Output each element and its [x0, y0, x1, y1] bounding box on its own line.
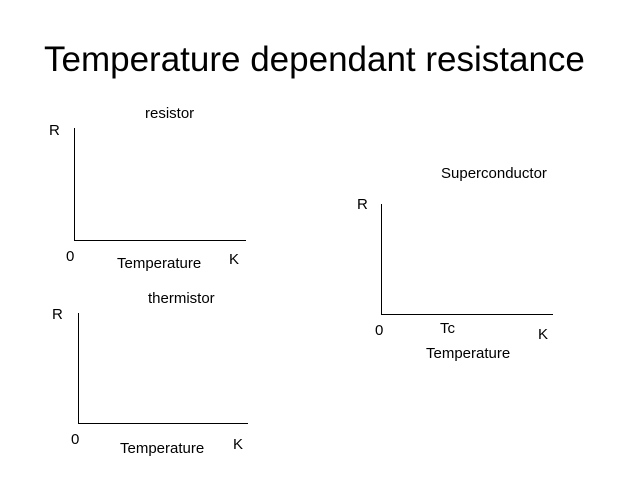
superconductor-x-unit-label: K	[538, 326, 549, 343]
thermistor-y-axis-label: R	[52, 306, 63, 323]
thermistor-x-axis-label: Temperature	[120, 440, 205, 457]
superconductor-tc-label: Tc	[440, 320, 455, 337]
thermistor-origin-label: 0	[71, 431, 80, 448]
resistor-x-axis-label: Temperature	[117, 255, 202, 272]
thermistor-y-axis	[78, 313, 79, 423]
superconductor-x-axis-label: Temperature	[426, 345, 511, 362]
slide-title: Temperature dependant resistance	[44, 40, 585, 79]
thermistor-graph-title: thermistor	[148, 290, 215, 307]
superconductor-graph-title: Superconductor	[441, 165, 547, 182]
superconductor-x-axis	[381, 314, 553, 315]
resistor-y-axis	[74, 128, 75, 240]
resistor-x-axis	[74, 240, 246, 241]
resistor-graph-title: resistor	[145, 105, 195, 122]
resistor-origin-label: 0	[66, 248, 75, 265]
resistor-y-axis-label: R	[49, 122, 60, 139]
thermistor-x-axis	[78, 423, 248, 424]
thermistor-x-unit-label: K	[233, 436, 244, 453]
resistor-x-unit-label: K	[229, 251, 240, 268]
superconductor-y-axis-label: R	[357, 196, 368, 213]
superconductor-origin-label: 0	[375, 322, 384, 339]
superconductor-y-axis	[381, 204, 382, 314]
